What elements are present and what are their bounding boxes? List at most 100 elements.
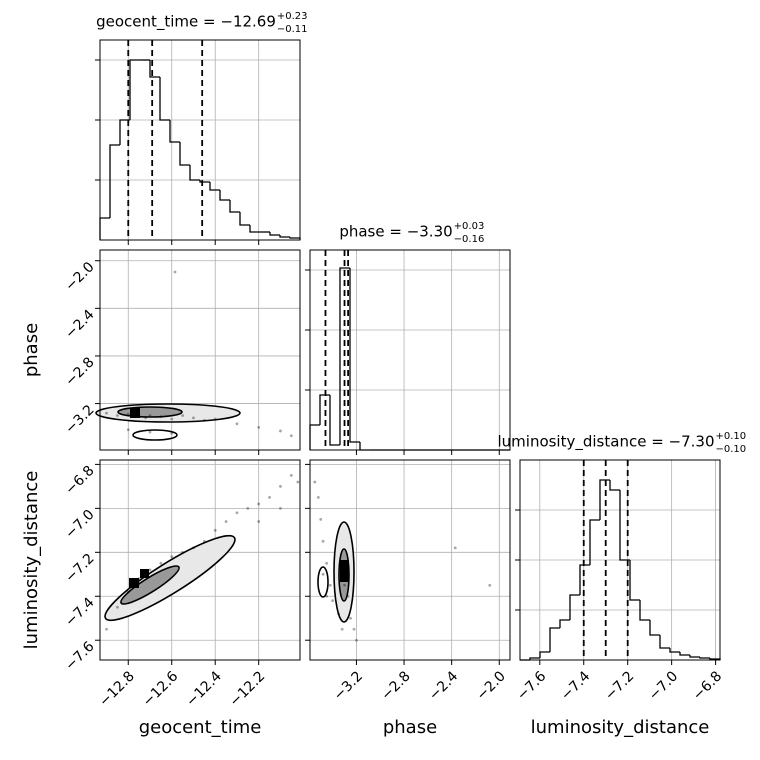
hist-bar — [619, 490, 630, 561]
sample-point — [213, 528, 217, 532]
x-tick-label: −7.2 — [602, 668, 637, 703]
sample-point — [173, 270, 177, 274]
x-tick-label: −2.4 — [426, 668, 461, 703]
y-axis-label: phase — [21, 323, 42, 377]
y-axis-label: luminosity_distance — [21, 471, 42, 650]
hist-bar — [169, 120, 180, 143]
sample-point — [296, 480, 300, 484]
hist-bar — [649, 620, 660, 636]
sample-point — [352, 627, 356, 631]
x-axis-label: geocent_time — [139, 717, 262, 738]
panel-title: geocent_time = −12.69 — [96, 13, 276, 32]
hist-bar — [579, 564, 590, 595]
hist-bar — [249, 225, 260, 233]
sample-point — [115, 605, 119, 609]
x-axis-label: phase — [383, 717, 437, 738]
axes-frame — [309, 459, 511, 661]
density-core — [129, 578, 139, 588]
hist-bar — [179, 142, 190, 166]
hist-bar — [699, 657, 710, 659]
sample-point — [257, 425, 261, 429]
y-tick-label: −7.6 — [62, 639, 97, 674]
hist-bar — [319, 394, 330, 425]
sample-point — [105, 411, 108, 415]
sample-point — [137, 414, 141, 417]
hist-bar — [99, 217, 110, 240]
contour — [120, 565, 180, 605]
hist-bar — [119, 119, 130, 145]
hist-bar — [689, 655, 700, 658]
sample-point — [319, 517, 323, 521]
density-core — [340, 560, 349, 582]
hist-bar — [229, 200, 240, 213]
sample-point — [235, 422, 239, 426]
y-tick-label: −7.4 — [62, 595, 97, 630]
sample-point — [257, 502, 261, 506]
sample-point — [321, 572, 325, 576]
hist-bar — [209, 182, 220, 191]
hist-bar — [339, 267, 350, 445]
y-tick-label: −7.0 — [62, 507, 97, 542]
x-tick-label: −7.0 — [646, 668, 681, 703]
title-upper: +0.10 — [716, 431, 747, 442]
sample-point — [316, 495, 320, 499]
sample-point — [181, 550, 185, 554]
sample-point — [279, 484, 282, 488]
y-tick-label: −3.2 — [62, 402, 97, 437]
sample-point — [148, 414, 152, 417]
sample-point — [224, 520, 228, 523]
hist-bar — [239, 212, 250, 226]
sample-point — [159, 561, 163, 565]
hist-bar — [599, 479, 610, 520]
sample-point — [313, 480, 317, 484]
hist-bar — [329, 395, 340, 446]
sample-point — [246, 506, 250, 510]
sample-point — [115, 414, 119, 417]
sample-point — [126, 590, 130, 594]
hist-bar — [109, 144, 120, 218]
hist-bar — [559, 619, 570, 628]
y-tick-label: −6.8 — [62, 463, 97, 498]
axes-frame — [99, 39, 301, 241]
sample-point — [453, 546, 457, 550]
panel-title: luminosity_distance = −7.30 — [497, 433, 714, 452]
sample-point — [137, 577, 141, 581]
sample-point — [328, 583, 332, 587]
contour — [132, 429, 178, 441]
hist-bar — [269, 232, 280, 236]
sample-point — [148, 430, 152, 434]
sample-point — [192, 546, 195, 550]
title-upper: +0.23 — [277, 11, 308, 22]
hist-bar — [529, 657, 540, 660]
hist-bar — [159, 77, 170, 121]
sample-point — [331, 599, 335, 603]
hist-bar — [539, 651, 550, 658]
sample-point — [355, 638, 358, 642]
sample-point — [337, 612, 340, 616]
hist-bar — [639, 600, 650, 621]
x-tick-label: −2.8 — [378, 668, 413, 703]
sample-point — [343, 572, 346, 576]
axes-frame — [99, 249, 301, 451]
title-lower: −0.11 — [277, 24, 308, 35]
sample-point — [279, 506, 282, 510]
axes-frame — [309, 249, 511, 451]
hist-bar — [349, 268, 360, 443]
density-core — [130, 408, 140, 418]
title-upper: +0.03 — [454, 221, 485, 232]
y-tick-label: −2.4 — [62, 307, 97, 342]
sample-point — [349, 616, 352, 620]
sample-point — [126, 428, 130, 432]
x-tick-label: −12.6 — [140, 668, 182, 710]
sample-point — [289, 473, 293, 477]
contours — [95, 403, 355, 623]
sample-point — [131, 415, 135, 419]
hist-bar — [309, 424, 320, 450]
hist-bar — [549, 627, 560, 652]
contour — [317, 566, 329, 598]
sample-point — [279, 429, 282, 433]
x-axis-label: luminosity_distance — [531, 717, 710, 738]
title-lower: −0.16 — [454, 234, 485, 245]
hist-bar — [199, 180, 210, 183]
